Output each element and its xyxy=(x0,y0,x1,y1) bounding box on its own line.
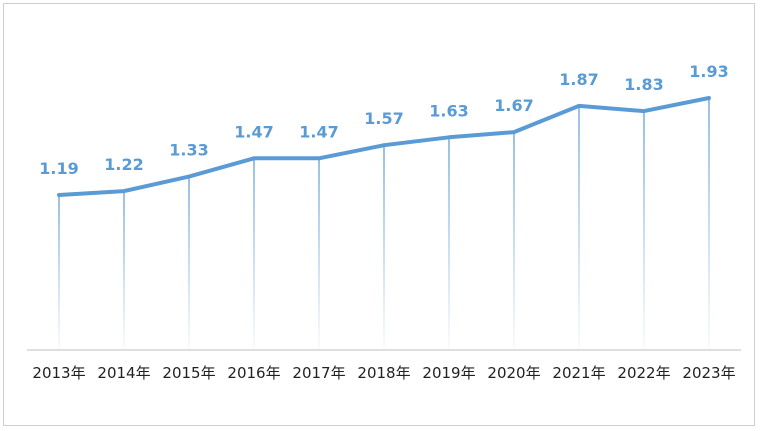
data-label-11: 1.93 xyxy=(689,62,728,81)
x-tick-label-2: 2014年 xyxy=(97,364,150,382)
drop-line-4 xyxy=(253,158,255,350)
data-label-4: 1.47 xyxy=(234,122,273,141)
drop-line-1 xyxy=(58,195,60,350)
x-tick-label-9: 2021年 xyxy=(552,364,605,382)
data-label-3: 1.33 xyxy=(169,141,208,160)
x-tick-label-7: 2019年 xyxy=(422,364,475,382)
x-tick-label-11: 2023年 xyxy=(682,364,735,382)
chart-frame xyxy=(3,3,755,426)
x-tick-label-1: 2013年 xyxy=(32,364,85,382)
x-tick-label-10: 2022年 xyxy=(617,364,670,382)
data-labels: 1.19 1.22 1.33 1.47 1.47 1.57 1.63 1.67 1.87 1.83… xyxy=(39,62,728,178)
drop-line-3 xyxy=(188,176,190,350)
data-label-8: 1.67 xyxy=(494,96,533,115)
drop-line-2 xyxy=(123,191,125,350)
data-label-9: 1.87 xyxy=(559,70,598,89)
drop-line-11 xyxy=(708,98,710,350)
data-label-10: 1.83 xyxy=(624,75,663,94)
x-tick-label-4: 2016年 xyxy=(227,364,280,382)
drop-line-9 xyxy=(578,105,580,350)
drop-line-6 xyxy=(383,145,385,350)
drop-line-8 xyxy=(513,132,515,350)
data-label-5: 1.47 xyxy=(299,122,338,141)
x-tick-labels: 2013年 2014年 2015年 2016年 2017年 2018年 2019年 2020年… xyxy=(32,364,735,382)
drop-lines xyxy=(58,98,710,350)
drop-line-10 xyxy=(643,111,645,350)
x-tick-label-3: 2015年 xyxy=(162,364,215,382)
data-label-2: 1.22 xyxy=(104,155,143,174)
data-label-7: 1.63 xyxy=(429,101,468,120)
drop-line-7 xyxy=(448,137,450,350)
drop-line-5 xyxy=(318,158,320,350)
x-tick-label-6: 2018年 xyxy=(357,364,410,382)
data-label-1: 1.19 xyxy=(39,159,78,178)
x-tick-label-5: 2017年 xyxy=(292,364,345,382)
data-label-6: 1.57 xyxy=(364,109,403,128)
series-line xyxy=(57,96,711,197)
x-tick-label-8: 2020年 xyxy=(487,364,540,382)
